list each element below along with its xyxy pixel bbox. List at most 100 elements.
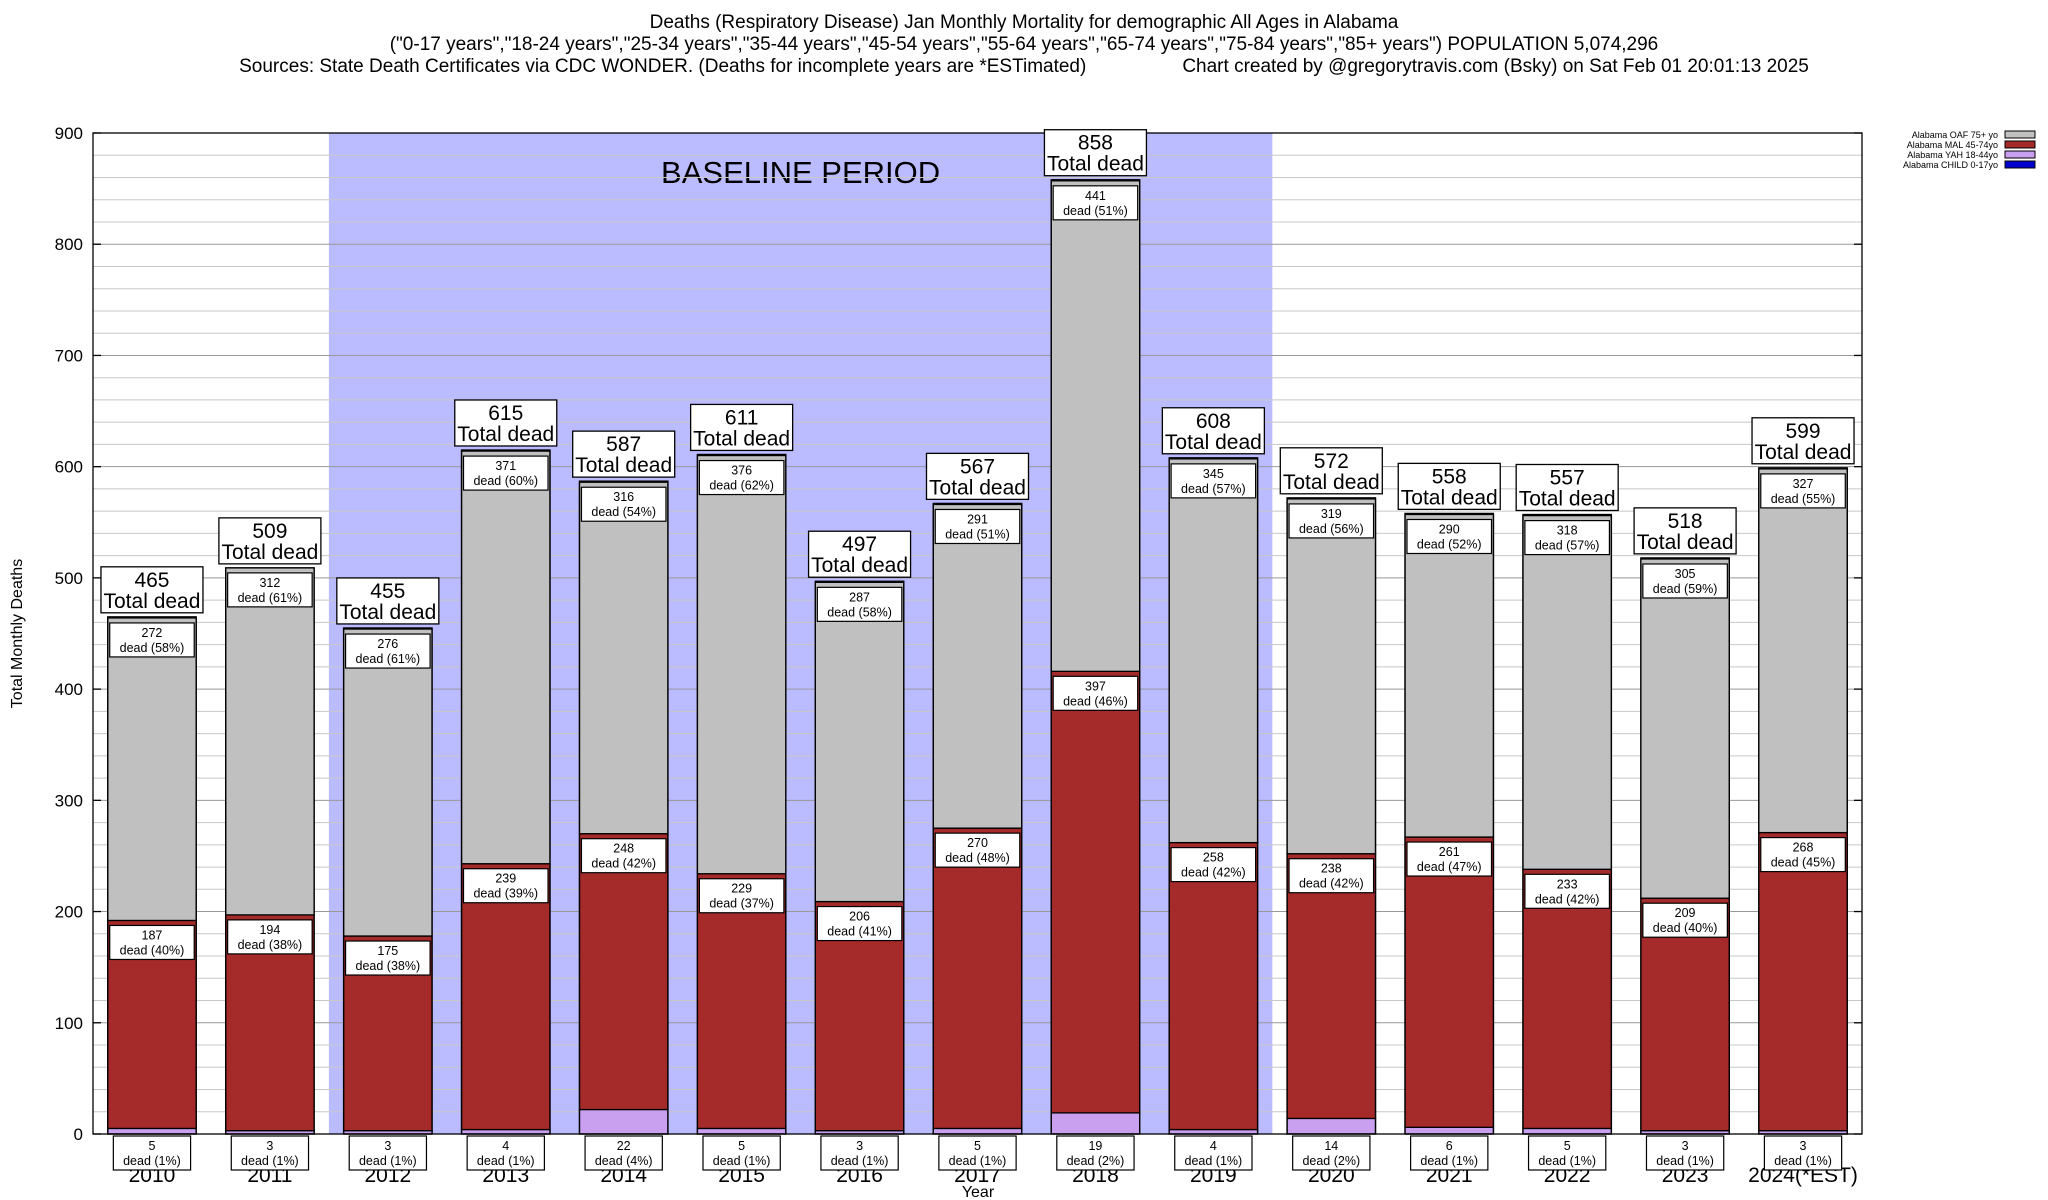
yah-data-label-percent: dead (2%): [1302, 1154, 1360, 1168]
oaf-data-label-percent: dead (60%): [473, 474, 538, 488]
yah-data-label-percent: dead (1%): [123, 1154, 181, 1168]
yah-data-label-percent: dead (1%): [477, 1154, 535, 1168]
yah-data-label-value: 3: [266, 1139, 273, 1153]
yah-data-label-box: [820, 1135, 899, 1171]
oaf-data-label-value: 319: [1321, 507, 1342, 521]
oaf-data-label-box: [1642, 563, 1728, 599]
bar-segment-oaf: [1286, 498, 1377, 855]
credit-text: Chart created by @gregorytravis.com (Bsk…: [1182, 56, 1809, 77]
mal-data-label-percent: dead (45%): [1771, 856, 1836, 870]
oaf-data-label-percent: dead (51%): [1063, 204, 1128, 218]
yah-data-label-percent: dead (1%): [713, 1154, 771, 1168]
total-label-text: Total dead: [811, 554, 908, 577]
mal-data-label-percent: dead (48%): [945, 851, 1010, 865]
mal-data-label-value: 206: [849, 910, 870, 924]
mal-data-label-box: [462, 868, 549, 904]
oaf-data-label-percent: dead (57%): [1535, 539, 1600, 553]
y-tick-label: 0: [74, 1125, 83, 1144]
oaf-data-label-value: 290: [1439, 522, 1460, 536]
mal-data-label-value: 187: [142, 928, 163, 942]
yah-data-label-percent: dead (1%): [241, 1154, 299, 1168]
yah-data-label-box: [1410, 1135, 1489, 1171]
yah-data-label-percent: dead (1%): [1656, 1154, 1714, 1168]
bar-segment-oaf: [342, 628, 433, 937]
yah-data-label-box: [1056, 1135, 1135, 1171]
chart-subtitle: ("0-17 years","18-24 years","25-34 years…: [389, 34, 1659, 55]
bar-segment-mal: [696, 873, 787, 1130]
oaf-data-label-value: 327: [1793, 477, 1814, 491]
total-label-value: 567: [960, 455, 995, 478]
yah-data-label-value: 19: [1088, 1139, 1102, 1153]
total-label-box: [218, 517, 322, 565]
total-label-text: Total dead: [339, 601, 436, 624]
total-label-box: [925, 452, 1030, 501]
total-label-value: 599: [1786, 420, 1821, 443]
bar-segment-mal: [1404, 836, 1495, 1128]
oaf-data-label-percent: dead (61%): [238, 591, 303, 605]
y-tick-label: 400: [55, 680, 83, 699]
total-label-box: [1751, 417, 1855, 465]
oaf-data-label-percent: dead (51%): [945, 527, 1010, 541]
total-label-box: [1397, 462, 1501, 511]
total-label-box: [689, 403, 794, 452]
y-tick-label: 700: [55, 346, 83, 365]
mal-data-label-percent: dead (38%): [356, 959, 421, 973]
bar-segment-oaf: [107, 617, 197, 922]
yah-data-label-box: [348, 1135, 428, 1171]
oaf-data-label-value: 287: [849, 590, 870, 604]
total-label-text: Total dead: [1755, 441, 1852, 464]
bar-segment-yah: [460, 1128, 551, 1135]
bar-segment-mal: [1286, 853, 1377, 1120]
oaf-data-label-value: 376: [731, 464, 752, 478]
y-axis-label: Total Monthly Deaths: [9, 559, 26, 708]
total-label-box: [1279, 447, 1383, 495]
total-label-box: [1633, 507, 1737, 555]
total-label-value: 615: [488, 402, 523, 425]
yah-data-label-value: 5: [148, 1139, 155, 1153]
total-label-box: [100, 566, 204, 614]
yah-data-label-percent: dead (4%): [595, 1154, 653, 1168]
total-label-text: Total dead: [221, 541, 318, 564]
yah-data-label-value: 4: [502, 1139, 509, 1153]
total-label-value: 518: [1668, 510, 1703, 533]
yah-data-label-box: [1174, 1135, 1253, 1171]
mal-data-label-box: [1406, 841, 1493, 877]
y-tick-label: 100: [55, 1014, 83, 1033]
total-label-text: Total dead: [929, 476, 1026, 499]
total-label-box: [1161, 407, 1266, 455]
yah-data-label-value: 3: [856, 1139, 863, 1153]
mal-data-label-value: 194: [259, 923, 280, 937]
mal-data-label-value: 261: [1439, 845, 1460, 859]
bar-segment-mal: [460, 863, 551, 1131]
total-label-value: 558: [1432, 465, 1467, 488]
yah-data-label-box: [702, 1135, 781, 1171]
bar-segment-oaf: [1168, 458, 1259, 844]
total-label-text: Total dead: [1401, 486, 1498, 509]
yah-data-label-percent: dead (1%): [1185, 1154, 1243, 1168]
chart-title: Deaths (Respiratory Disease) Jan Monthly…: [649, 12, 1399, 33]
mal-data-label-box: [580, 838, 667, 874]
total-label-text: Total dead: [1047, 153, 1144, 176]
oaf-data-label-box: [462, 455, 549, 491]
mal-data-label-box: [227, 919, 313, 955]
mal-data-label-percent: dead (39%): [473, 887, 538, 901]
